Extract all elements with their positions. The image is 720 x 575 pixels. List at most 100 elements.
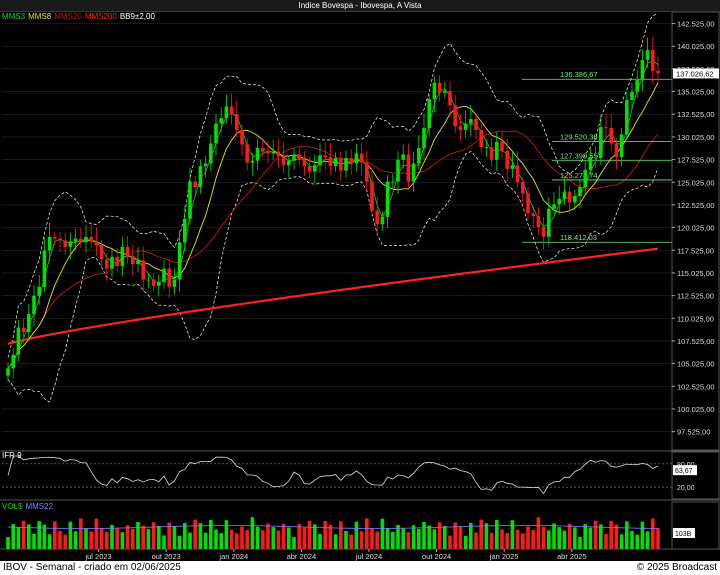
legend-item: IFR 9 [2,451,22,460]
candle-body [354,153,359,164]
candle-body [562,191,567,199]
candle-body [578,187,582,197]
volume-bar [172,526,177,549]
volume-bar [214,529,218,549]
candle-body [287,160,291,166]
candle-body [505,150,509,169]
candle-body [99,245,104,260]
candle-body [469,119,473,124]
candle-body [214,123,218,144]
y-tick-label: 135.025,00 [677,88,715,97]
fib-label: 118.412,03 [560,233,597,242]
candle-body [541,226,546,237]
bb-lower [7,150,659,403]
volume-bar [188,532,192,549]
volume-bar [47,534,52,549]
volume-bar [323,521,327,549]
candle-body [229,106,234,115]
candle-body [510,165,515,169]
footer: IBOV - Semanal - criado em 02/06/2025 © … [0,561,720,575]
legend-item: MMS22 [25,502,54,511]
candle-body [37,286,41,296]
y-tick-label: 142.525,00 [677,20,715,29]
volume-bar [281,523,286,549]
volume-bar [604,534,608,549]
candle-body [427,99,431,129]
candle-body [344,158,348,171]
volume-bar [385,528,390,549]
x-tick-label: jan 2024 [218,552,248,561]
candle-body [120,246,125,266]
candle-body [422,128,426,149]
footer-right: © 2025 Broadcast [636,562,717,573]
candle-body [453,105,457,127]
y-tick-label: 130.025,00 [677,133,715,142]
volume-bar [552,523,556,549]
vol-legend: VOL$ MMS22 [2,502,56,512]
candle-body [292,154,296,161]
candle-body [588,157,593,170]
candle-body [593,157,598,159]
volume-bar [437,522,442,549]
y-tick-label: 140.025,00 [677,42,715,51]
vol-value-label: 103B [675,531,692,538]
candle-body [63,240,67,247]
candle-body [557,198,561,205]
candle-body [162,268,166,283]
volume-bar [588,527,593,549]
candle-body [255,148,260,161]
volume-bar [250,517,255,549]
candle-body [370,181,374,211]
volume-bar [183,522,187,549]
candle-body [339,158,343,171]
candle-body [463,123,468,130]
legend-item: MMS3 [2,12,26,21]
volume-bar [505,533,509,549]
volume-bar [68,521,73,549]
candle-body [401,154,405,160]
legend-item: MMS8 [28,12,52,21]
volume-bar [261,530,265,549]
moving-averages [7,59,659,369]
candle-body [458,126,463,130]
candle-body [89,236,93,242]
volume-bar [406,532,411,549]
volume-bar [614,524,619,549]
candle-body [635,80,639,92]
volume-bar [131,528,135,549]
ifr-value-box [673,465,697,476]
mms200-line [7,247,659,345]
candle-body [297,154,301,160]
x-tick-label: jan 2025 [489,552,519,561]
candle-body [58,238,62,241]
candle-body [406,154,411,182]
candle-body [53,236,57,239]
volume-bar [313,524,317,549]
candle-body [172,279,177,287]
y-tick-label: 122.525,00 [677,201,715,210]
candle-body [651,50,655,71]
volume-bar [562,530,567,549]
volume-bar [16,527,21,549]
fib-label: 127.399,55 [560,152,598,161]
volume-ma-line [7,525,659,529]
fib-label: 136.386,67 [560,70,598,79]
volume-bar [115,528,119,549]
candle-body [552,204,556,209]
candle-body [16,327,21,355]
y-tick-label: 105.025,00 [677,360,715,369]
volume-bar [146,529,151,549]
volume-bar [11,524,15,549]
volume-bar [177,535,182,549]
volume-bar [63,534,67,549]
volume-bar [136,522,140,549]
fib-label: 129.520,36 [560,132,598,141]
volume-bar [396,525,400,549]
candle-body [432,82,437,100]
y-tick-label: 110.025,00 [677,314,714,323]
candle-body [495,141,499,160]
candle-body [224,106,229,119]
candle-body [547,208,551,237]
